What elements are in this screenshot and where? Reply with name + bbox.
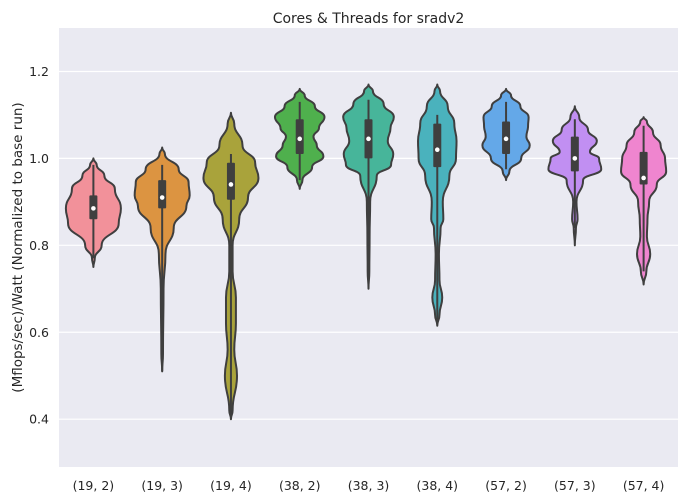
- violin-median-point: [503, 136, 509, 142]
- y-tick-labels: 0.4 0.6 0.8 1.0 1.2: [29, 64, 49, 427]
- x-tick-label: (38, 2): [279, 478, 321, 493]
- x-tick-label: (57, 3): [554, 478, 596, 493]
- x-tick-label: (19, 2): [73, 478, 115, 493]
- violin-iqr-box: [158, 180, 167, 209]
- violin-median-point: [572, 156, 578, 161]
- violin-iqr-box: [570, 136, 579, 172]
- y-tick-label: 0.4: [29, 412, 49, 427]
- chart-title: Cores & Threads for sradv2: [273, 11, 465, 27]
- x-tick-label: (57, 2): [485, 478, 527, 493]
- x-tick-label: (57, 4): [623, 478, 665, 493]
- y-axis-label: (Mflops/sec)/Watt (Normalized to base ru…: [10, 102, 26, 392]
- violin-median-point: [434, 147, 440, 153]
- x-tick-labels: (19, 2) (19, 3) (19, 4) (38, 2) (38, 3) (38, …: [73, 478, 665, 493]
- y-tick-label: 0.6: [29, 325, 49, 340]
- x-tick-label: (19, 3): [141, 478, 183, 493]
- violin-median-point: [641, 175, 646, 181]
- violin-median-point: [228, 182, 234, 187]
- x-tick-label: (38, 3): [348, 478, 390, 493]
- violin-iqr-box: [639, 151, 648, 185]
- violins: [64, 83, 668, 421]
- violin-median-point: [91, 206, 96, 211]
- y-tick-label: 1.2: [29, 64, 49, 79]
- violin-iqr-box: [226, 162, 235, 200]
- violin-median-point: [159, 195, 165, 200]
- violin-median-point: [297, 136, 303, 142]
- violin-iqr-box: [433, 123, 442, 168]
- y-tick-label: 1.0: [29, 151, 49, 166]
- violin-median-point: [366, 136, 371, 142]
- y-tick-label: 0.8: [29, 238, 49, 253]
- x-tick-label: (19, 4): [210, 478, 252, 493]
- x-tick-label: (38, 4): [416, 478, 458, 493]
